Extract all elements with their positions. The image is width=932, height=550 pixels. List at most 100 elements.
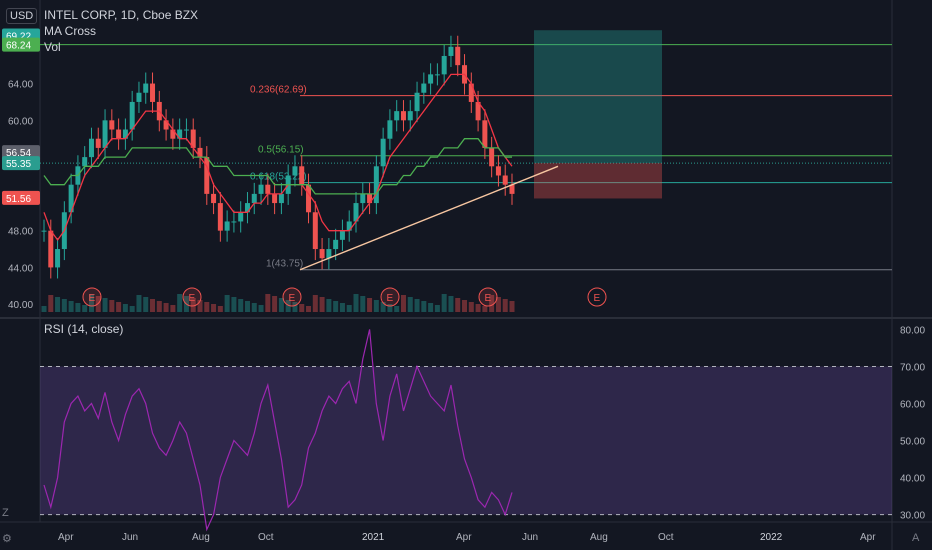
candle-body <box>502 175 508 185</box>
candle-body <box>48 230 54 268</box>
volume-bar <box>407 297 413 312</box>
rsi-tick-label: 40.00 <box>900 474 925 485</box>
candle-body <box>95 138 101 148</box>
currency-badge[interactable]: USD <box>6 8 38 24</box>
indicator-volume[interactable]: Vol <box>44 40 61 54</box>
volume-bar <box>211 304 217 312</box>
rsi-tick-label: 30.00 <box>900 511 925 522</box>
volume-bar <box>495 297 501 312</box>
candle-body <box>136 92 142 102</box>
candle-body <box>190 129 196 148</box>
candle-body <box>82 157 88 167</box>
candle-body <box>68 184 74 213</box>
price-label-badge <box>2 156 40 171</box>
candle-body <box>394 111 400 121</box>
auto-scale-icon[interactable]: A <box>912 532 920 544</box>
settings-icon[interactable]: ⚙ <box>2 533 12 545</box>
time-tick-label: 2021 <box>362 532 385 543</box>
candle-body <box>380 138 386 167</box>
price-tick-label: 48.00 <box>8 227 33 238</box>
candle-body <box>163 120 169 130</box>
candle-body <box>414 92 420 112</box>
fib-level-label: 0.236(62.69) <box>250 85 307 96</box>
candle-body <box>197 147 203 158</box>
candle-body <box>183 129 189 131</box>
volume-bar <box>258 305 264 312</box>
rsi-line <box>43 329 513 532</box>
chart-legend: INTEL CORP, 1D, Cboe BZX MA Cross Vol <box>44 8 198 56</box>
earnings-marker <box>587 287 607 307</box>
rsi-tick-label: 80.00 <box>900 325 925 336</box>
chart-title[interactable]: INTEL CORP, 1D, Cboe BZX <box>44 8 199 22</box>
volume-bar <box>462 300 468 312</box>
candle-body <box>448 46 454 56</box>
price-tick-label: 60.00 <box>8 116 33 127</box>
earnings-marker-label: E <box>594 293 601 304</box>
volume-bar <box>326 299 332 312</box>
volume-bar <box>265 294 271 312</box>
candle-body <box>306 184 312 213</box>
candle-body <box>387 120 393 139</box>
candle-body <box>265 184 271 194</box>
volume-bar <box>122 304 128 312</box>
candle-body <box>421 83 427 93</box>
volume-bar <box>48 295 54 312</box>
zoom-icon[interactable]: Z <box>2 507 9 519</box>
volume-bar <box>339 303 345 312</box>
time-tick-label: Apr <box>860 532 876 543</box>
volume-bar <box>136 295 142 312</box>
price-label-badge <box>2 37 40 52</box>
candle-body <box>441 55 447 75</box>
price-label-badge <box>2 190 40 205</box>
price-tick-label: 64.00 <box>8 80 33 91</box>
volume-bar <box>482 306 488 312</box>
fib-level-label: 0.618(53.22) <box>250 172 307 183</box>
position-profit-zone <box>534 30 662 164</box>
time-tick-label: Jun <box>522 532 538 543</box>
time-tick-label: Apr <box>456 532 472 543</box>
earnings-marker <box>82 287 102 307</box>
volume-bar <box>394 306 400 312</box>
volume-bar <box>292 302 298 312</box>
fib-level-label: 1(43.75) <box>266 259 303 270</box>
candle-body <box>468 83 474 102</box>
volume-bar <box>421 301 427 312</box>
volume-bar <box>82 305 88 312</box>
candle-body <box>129 101 135 130</box>
price-label-text: 68.24 <box>6 41 31 52</box>
candle-body <box>455 46 461 66</box>
volume-bar <box>380 302 386 312</box>
volume-bar <box>177 294 183 312</box>
earnings-marker-label: E <box>189 293 196 304</box>
candle-body <box>143 83 149 93</box>
volume-bar <box>367 298 373 312</box>
candle-body <box>109 120 115 130</box>
candle-body <box>333 239 339 250</box>
volume-bar <box>373 300 379 312</box>
candle-body <box>55 249 61 268</box>
candle-body <box>116 129 122 139</box>
earnings-marker-label: E <box>387 293 394 304</box>
volume-bar <box>299 304 305 312</box>
moving-average-line <box>43 73 513 241</box>
volume-bar <box>455 298 461 312</box>
time-tick-label: Aug <box>590 532 608 543</box>
candle-body <box>41 230 47 232</box>
rsi-title[interactable]: RSI (14, close) <box>44 322 124 336</box>
indicator-ma-cross[interactable]: MA Cross <box>44 24 97 38</box>
volume-bar <box>75 303 81 312</box>
volume-bar <box>204 302 210 312</box>
candle-body <box>428 74 434 84</box>
volume-bar <box>88 294 94 312</box>
candle-body <box>434 74 440 76</box>
volume-bar <box>306 306 312 312</box>
earnings-marker <box>282 287 302 307</box>
candle-body <box>367 193 373 204</box>
candle-body <box>475 101 481 121</box>
trend-line <box>299 165 559 271</box>
volume-bar <box>333 301 339 312</box>
candle-body <box>407 111 413 121</box>
candle-body <box>238 212 244 222</box>
